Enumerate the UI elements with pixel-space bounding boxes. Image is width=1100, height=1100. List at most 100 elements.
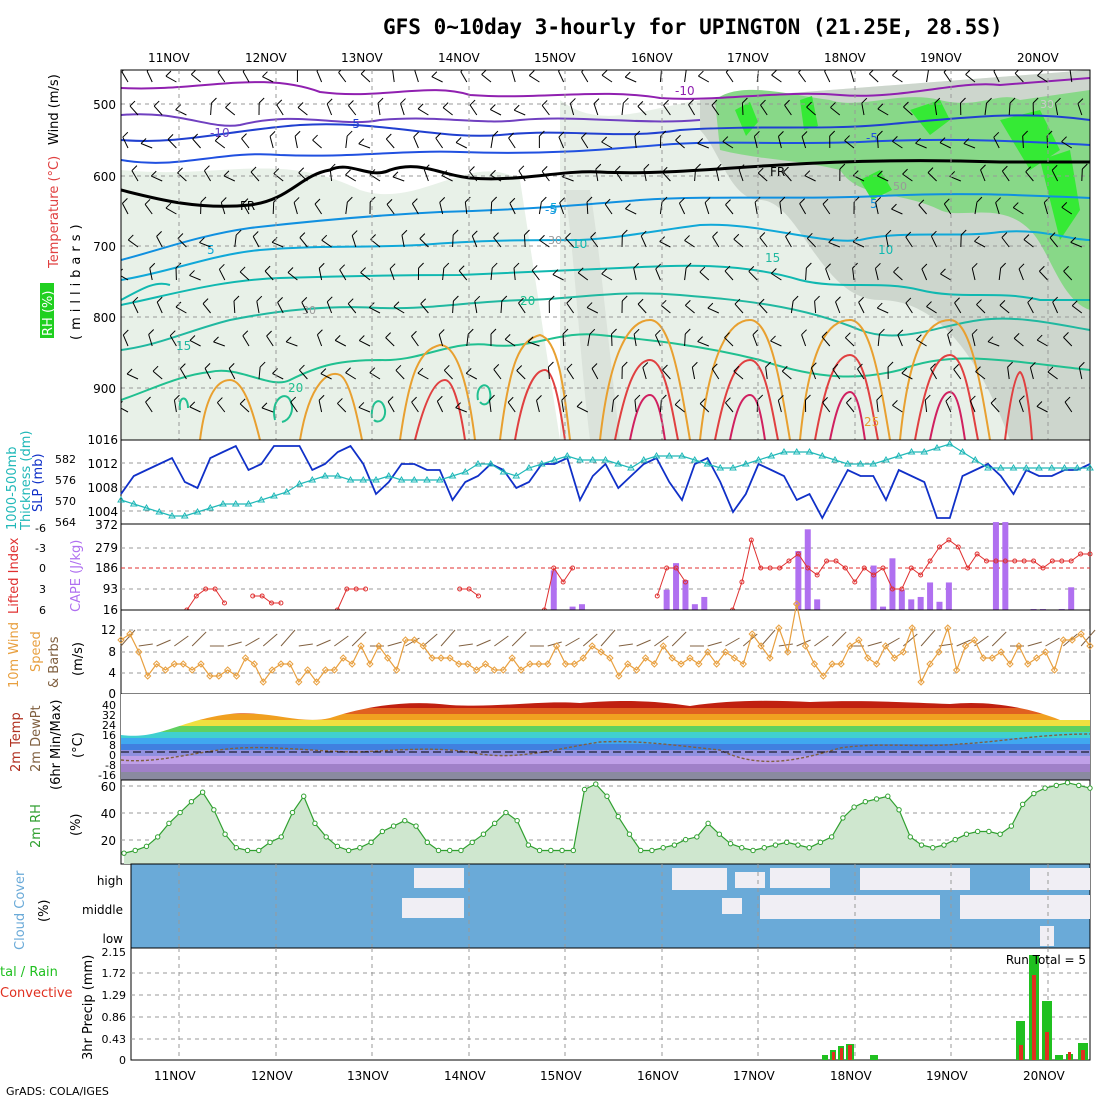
thickness-marker [907,448,916,455]
wind-barb-flag [806,101,812,108]
wind-barb-shaft [1046,135,1049,149]
wind-barb-shaft [1047,371,1058,380]
lifted-index-line [252,595,281,604]
wind-barb-flag [784,99,790,106]
wind-barb-shaft [659,241,671,248]
wind-barb-shaft [225,107,236,116]
wind-barb-flag [974,235,980,242]
wind-barb-shaft [601,273,613,281]
wind-barb-flag [661,70,663,71]
wind-barb-shaft [156,236,163,248]
thickness-tick: 576 [55,474,76,487]
temp-band [121,764,1090,772]
wind-barb-shaft [684,333,686,347]
thickness-marker [958,448,967,455]
wind-barb-flag [642,362,649,368]
wind-barb-shaft [943,71,952,83]
rh-marker [413,823,419,829]
temp-band [121,744,1090,750]
lifted-index-marker [654,593,660,599]
wind-barb-shaft [1063,337,1073,347]
rh-ticks: 20 40 60 [101,780,116,848]
contour-label: 10 [878,243,893,257]
wind-barb-flag [921,263,928,270]
wind-barb-flag [438,329,445,335]
contour-label: -5 [545,203,557,217]
wind-barb-flag [954,297,960,304]
wind-barb-flag [589,328,596,335]
thickness-marker [856,460,865,467]
rh-marker [918,842,925,848]
wind-barb-flag [586,196,593,203]
wind-barb-shaft [892,74,903,83]
precip-total-bar [822,1055,828,1060]
wind-speed-marker [917,678,925,686]
wind-barb-shaft [465,372,478,380]
wind-barb-flag [830,102,836,108]
wind-barb-flag [387,396,394,402]
wind-barb-flag [262,71,268,78]
wind-barb-flag [169,330,176,337]
wind-barb-shaft [481,74,492,83]
wind-barb-shaft [562,333,565,347]
wind-axis-label-d: (m/s) [71,642,86,676]
cape-bar [945,582,952,610]
thickness-marker [639,456,648,463]
wind-barb-shaft [490,136,494,149]
wind-barb-shaft [777,136,782,149]
wind-barb-flag [250,166,257,173]
wind-barb-flag [458,265,465,272]
wind-barb-flag [679,197,685,204]
surface-wind-barb [494,635,509,647]
wind-speed-marker [952,666,961,674]
rh-marker [323,834,329,840]
precip-tick: 2.15 [102,946,127,959]
wind-barb-shaft [337,403,347,413]
wind-speed-marker [472,666,481,674]
wind-barb-shaft [386,204,395,215]
wind-barb-shaft [179,368,187,380]
wind-barb-flag [640,230,647,237]
wind-barb-flag [926,301,932,307]
wind-barb-flag [637,298,644,305]
wind-barb-flag [242,70,246,72]
wind-barb-flag [684,235,690,241]
wind-speed-marker [250,660,259,668]
cloud-patch [1030,868,1090,890]
wind-barb-shaft [930,235,938,248]
wind-barb-flag [625,203,631,210]
wind-barb-flag [805,394,811,401]
wind-barb-flag [566,297,573,304]
wind-barb-shaft [1023,239,1034,248]
thickness-marker [920,448,929,455]
wind-barb-shaft [1070,241,1082,248]
wind-barb-flag [663,99,669,106]
wind-barb-flag [927,167,934,173]
wind-barb-shaft [846,402,855,413]
wind-barb-shaft [490,174,502,182]
contour-5 [121,223,1090,281]
wind-barb-flag [821,331,828,338]
temp-band [121,756,1090,764]
rh-marker [851,804,857,810]
rh-marker [907,834,913,840]
wind-barb-shaft [466,334,469,347]
wind-barb-shaft [165,75,177,83]
wind-barb-flag [469,99,476,106]
wind-barb-flag [377,97,384,104]
contour-label: -10 [675,84,695,98]
wind-barb-flag [758,298,765,305]
wind-barb-flag [738,164,745,170]
wind-barb-shaft [1049,237,1058,248]
wind-barb-flag [509,197,516,204]
wind-barb-shaft [191,73,201,83]
wind-barb-shaft [131,170,139,182]
surface-wind-barb [262,633,278,647]
wind-barb-shaft [877,307,889,314]
lifted-index-marker [936,544,942,550]
wind-barb-flag [175,301,182,308]
wind-barb-shaft [877,334,880,347]
wind-barb-shaft [377,103,381,116]
cape-gridlines [121,547,1090,590]
wind-barb-flag [214,135,221,142]
